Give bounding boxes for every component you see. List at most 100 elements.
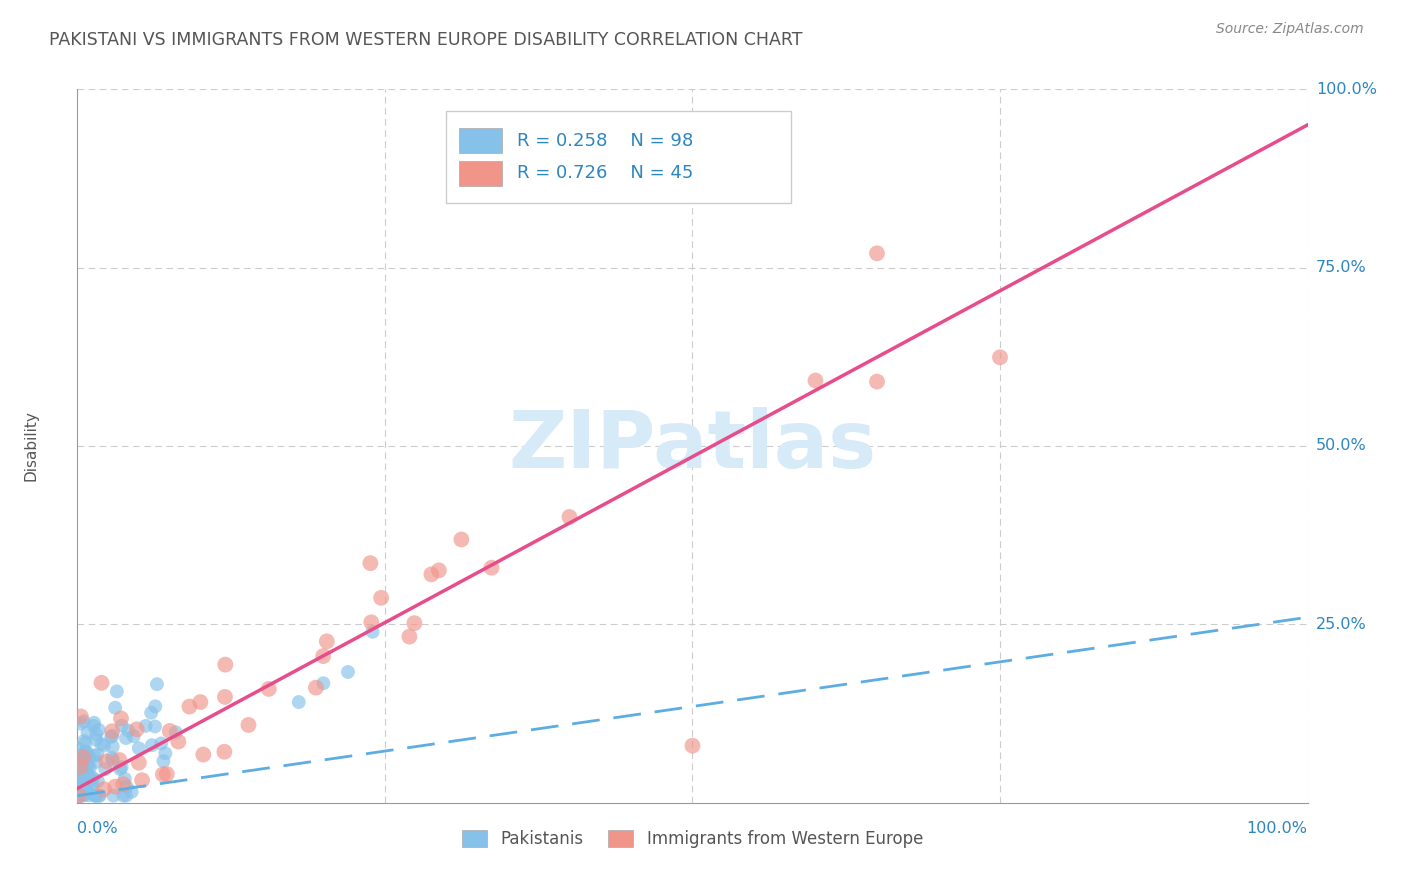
Point: [77, 751, 100, 765]
Text: PAKISTANI VS IMMIGRANTS FROM WESTERN EUROPE DISABILITY CORRELATION CHART: PAKISTANI VS IMMIGRANTS FROM WESTERN EUR…: [49, 31, 803, 49]
Point: [84, 789, 107, 803]
Point: [117, 723, 139, 738]
Text: R = 0.726    N = 45: R = 0.726 N = 45: [516, 164, 693, 182]
Point: [312, 676, 335, 690]
Point: [77, 748, 100, 763]
Point: [682, 739, 704, 753]
Point: [105, 684, 128, 698]
Point: [72, 750, 94, 764]
Point: [87, 774, 110, 789]
Point: [214, 745, 236, 759]
Point: [83, 748, 105, 763]
Point: [73, 714, 96, 729]
Point: [866, 375, 889, 389]
Point: [156, 767, 179, 781]
Point: [288, 695, 311, 709]
Point: [75, 756, 97, 770]
Point: [866, 246, 889, 260]
Point: [82, 778, 104, 792]
Text: 50.0%: 50.0%: [1316, 439, 1367, 453]
Point: [75, 745, 97, 759]
Point: [80, 771, 103, 785]
Point: [165, 725, 187, 739]
Point: [188, 695, 212, 709]
Point: [135, 719, 157, 733]
Point: [93, 739, 115, 753]
Point: [125, 723, 148, 737]
Point: [112, 777, 135, 791]
Point: [155, 747, 177, 761]
Text: 0.0%: 0.0%: [77, 821, 118, 836]
Point: [115, 789, 138, 803]
Text: 100.0%: 100.0%: [1247, 821, 1308, 836]
Point: [152, 754, 174, 768]
Point: [257, 681, 280, 696]
Point: [361, 624, 384, 639]
Point: [94, 762, 117, 776]
Point: [141, 706, 163, 720]
Point: [69, 760, 91, 774]
Point: [108, 762, 131, 776]
Point: [67, 783, 90, 797]
Point: [77, 789, 100, 803]
Point: [179, 699, 201, 714]
Point: [75, 779, 97, 793]
Point: [76, 775, 98, 789]
Point: [79, 761, 101, 775]
Point: [67, 789, 90, 803]
FancyBboxPatch shape: [458, 128, 502, 153]
Point: [76, 725, 98, 739]
Point: [360, 615, 382, 630]
Point: [73, 734, 96, 748]
Point: [77, 772, 100, 787]
Point: [143, 699, 166, 714]
Point: [450, 533, 472, 547]
Point: [131, 773, 153, 788]
Point: [103, 789, 125, 803]
Point: [804, 374, 827, 388]
Point: [83, 719, 105, 733]
Point: [86, 747, 108, 762]
Point: [337, 665, 360, 679]
Point: [67, 742, 90, 756]
Point: [75, 765, 97, 780]
Point: [87, 789, 110, 803]
Point: [93, 782, 115, 797]
Point: [84, 789, 107, 803]
Point: [214, 690, 236, 704]
Text: R = 0.258    N = 98: R = 0.258 N = 98: [516, 132, 693, 150]
Point: [73, 772, 96, 787]
Point: [75, 781, 97, 796]
Point: [101, 724, 124, 739]
Point: [122, 729, 145, 743]
Point: [69, 709, 91, 723]
Point: [481, 560, 503, 574]
Point: [84, 755, 107, 769]
Point: [427, 563, 450, 577]
FancyBboxPatch shape: [447, 111, 792, 203]
Point: [82, 771, 104, 785]
Point: [84, 727, 107, 741]
Point: [101, 739, 124, 754]
Point: [76, 754, 98, 768]
Point: [90, 737, 112, 751]
Point: [67, 747, 90, 762]
Point: [214, 657, 236, 672]
Point: [121, 785, 143, 799]
Point: [67, 772, 90, 787]
Point: [90, 675, 112, 690]
Point: [112, 789, 135, 803]
Point: [70, 789, 93, 803]
Point: [115, 780, 138, 794]
Point: [76, 768, 98, 782]
Point: [77, 759, 100, 773]
Point: [70, 785, 93, 799]
Point: [111, 719, 134, 733]
Text: 25.0%: 25.0%: [1316, 617, 1367, 632]
Point: [558, 510, 581, 524]
Point: [101, 729, 124, 743]
Point: [110, 711, 132, 725]
Point: [87, 723, 110, 737]
FancyBboxPatch shape: [458, 161, 502, 186]
Point: [72, 759, 94, 773]
